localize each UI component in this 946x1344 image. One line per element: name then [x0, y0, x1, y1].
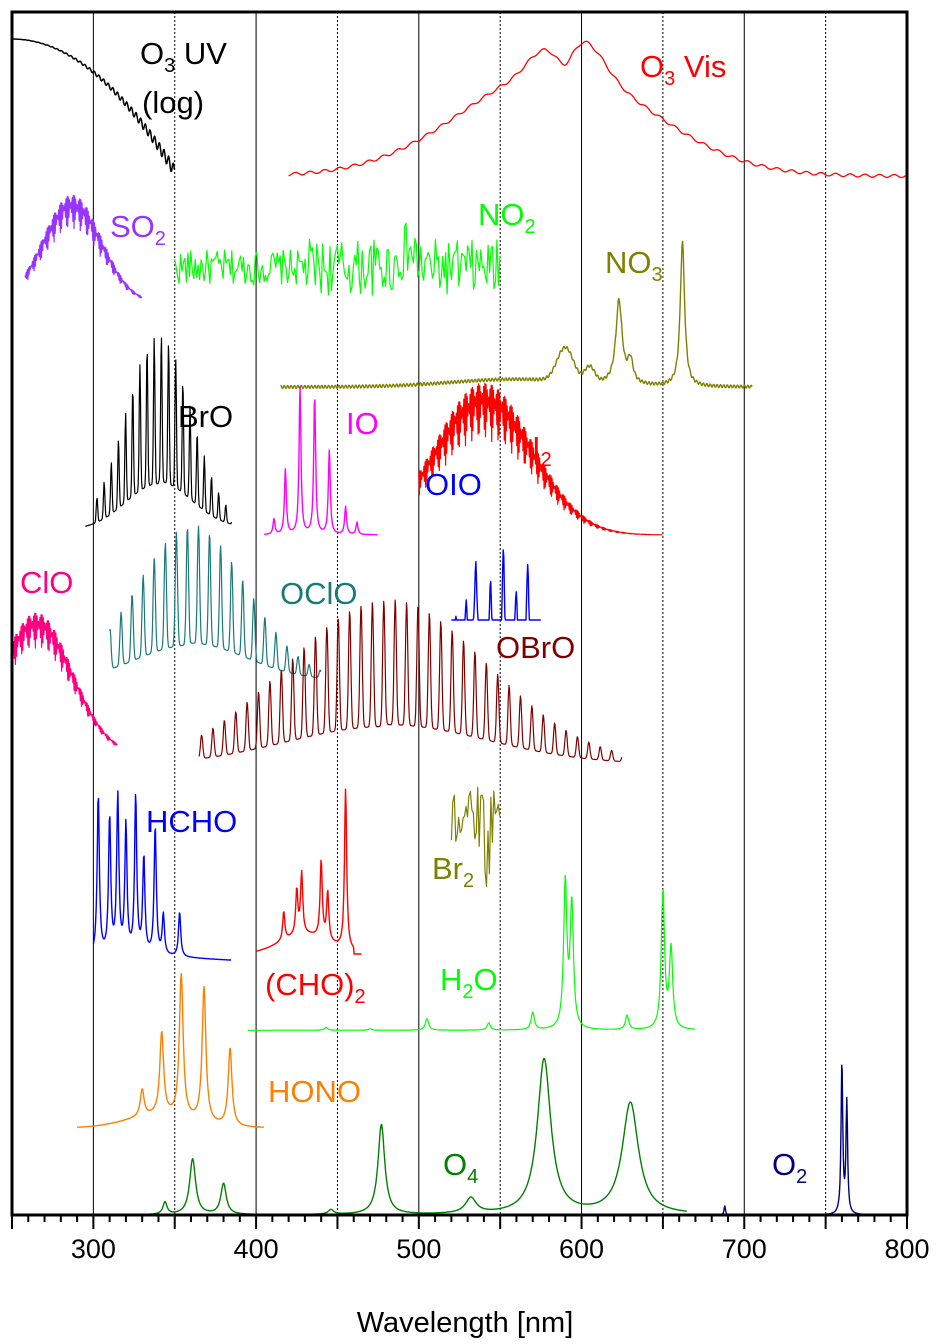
series-label-io: IO — [346, 406, 379, 441]
series-label-no2: NO2 — [478, 197, 536, 238]
series-line-h2o — [247, 874, 696, 1031]
series-line-o3-uv-log- — [11, 38, 176, 173]
series-line-io — [264, 386, 378, 536]
series-line-clo — [11, 612, 118, 746]
series-label-obro: OBrO — [496, 630, 575, 665]
series-label-hono: HONO — [268, 1074, 361, 1109]
plot-area — [11, 38, 907, 1216]
series-label-o3-vis: O3 Vis — [640, 49, 726, 90]
series-line-oio — [451, 549, 541, 621]
series-line-no3 — [280, 240, 753, 389]
series-label-o4: O4 — [443, 1147, 478, 1188]
series-label-bro: BrO — [178, 399, 233, 434]
series-line-so2 — [24, 194, 143, 299]
series-label-h2o: H2O — [440, 962, 498, 1003]
series-line-br2 — [450, 786, 501, 888]
series-line-oclo — [109, 525, 322, 678]
series-label-o2: O2 — [772, 1147, 807, 1188]
series-label--cho-2: (CHO)2 — [265, 967, 366, 1008]
x-tick-label-800: 800 — [884, 1234, 929, 1264]
series-line-hono — [76, 972, 264, 1128]
series-label-oclo: OClO — [280, 576, 358, 611]
series-label-oio: OIO — [425, 467, 482, 502]
series-line-obro — [198, 599, 623, 762]
x-tick-label-400: 400 — [234, 1234, 279, 1264]
series-label-no3: NO3 — [605, 245, 663, 286]
series-label-i2: I2 — [532, 430, 552, 471]
series-label-hcho: HCHO — [146, 804, 237, 839]
series-line-o4 — [150, 1057, 687, 1216]
grid — [92, 12, 827, 1215]
series-line-i2 — [418, 382, 663, 536]
x-axis-ticks: 300 400 500 600 700 800 — [11, 1215, 930, 1264]
series-labels: O3 UV (log) O3 Vis SO2 NO2 NO3 BrO IO I2 OIO ClO OC… — [20, 36, 807, 1188]
series-label-so2: SO2 — [110, 209, 166, 250]
series-label-br2: Br2 — [432, 851, 474, 892]
series-line-o3-vis — [288, 40, 907, 179]
x-tick-label-500: 500 — [396, 1234, 441, 1264]
plot-frame — [10, 10, 909, 1217]
x-axis-title: Wavelength [nm] — [357, 1307, 574, 1339]
x-tick-label-300: 300 — [71, 1234, 116, 1264]
series-line-o2 — [687, 1064, 907, 1216]
series-line--cho-2 — [255, 788, 362, 955]
series-label-clo: ClO — [20, 565, 73, 600]
series-label-o3-uv-log: O3 UV — [140, 36, 227, 77]
x-tick-label-600: 600 — [559, 1234, 604, 1264]
x-tick-label-700: 700 — [722, 1234, 767, 1264]
series-line-hcho — [92, 790, 232, 961]
series-label-o3-uv-log-line2: (log) — [142, 85, 204, 120]
series-line-no2 — [174, 222, 501, 296]
series-line-bro — [85, 337, 233, 527]
